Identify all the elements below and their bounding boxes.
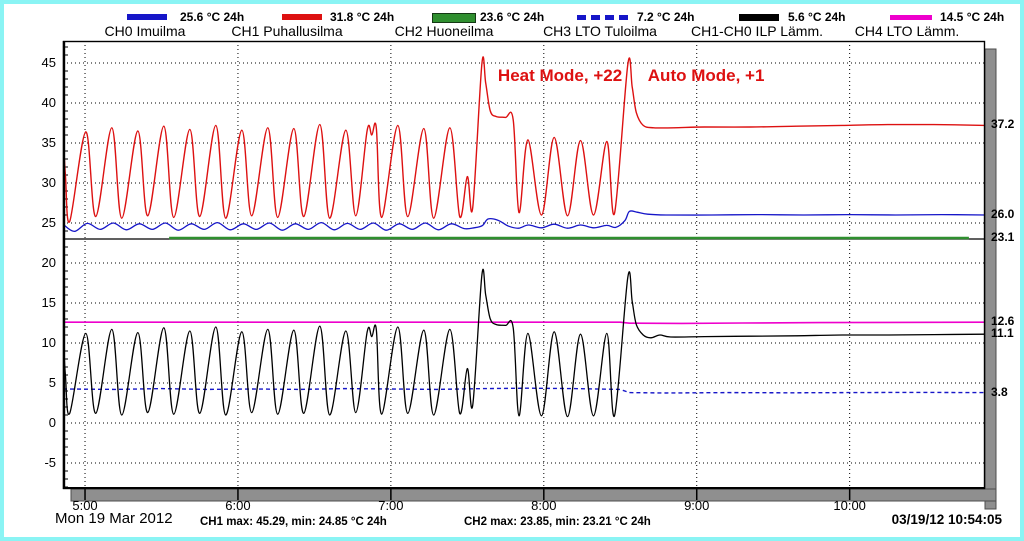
x-tick-label: 10:00 bbox=[833, 498, 866, 513]
ch1-stats-label: CH1 max: 45.29, min: 24.85 °C 24h bbox=[200, 516, 387, 528]
y-tick-label: 20 bbox=[41, 255, 56, 270]
legend-channel-label: CH1-CH0 ILP Lämm. bbox=[690, 23, 824, 39]
y-tick-label: 15 bbox=[41, 295, 56, 310]
x-tick-label: 7:00 bbox=[378, 498, 404, 513]
legend-channel-label: CH1 Puhallusilma bbox=[231, 23, 343, 39]
y-tick-label: -5 bbox=[44, 455, 56, 470]
legend-temp-label: 7.2 °C 24h bbox=[637, 10, 695, 24]
legend-temp-label: 23.6 °C 24h bbox=[480, 10, 545, 24]
legend-temp-label: 5.6 °C 24h bbox=[788, 10, 846, 24]
y-tick-label: 40 bbox=[41, 95, 56, 110]
legend-swatch-line-icon bbox=[739, 13, 779, 21]
clock-label: 03/19/12 10:54:05 bbox=[891, 512, 1002, 527]
legend-channel-label: CH2 Huoneilma bbox=[394, 23, 494, 39]
ch2-stats-label: CH2 max: 23.85, min: 23.21 °C 24h bbox=[464, 516, 651, 528]
legend-swatch-line-icon bbox=[432, 13, 476, 23]
series-ch3-lto-tuloilma-line bbox=[63, 387, 985, 394]
current-value-label: 26.0 bbox=[991, 207, 1015, 221]
current-value-label: 3.8 bbox=[991, 384, 1008, 399]
current-value-label: 23.1 bbox=[991, 230, 1015, 245]
legend-temp-label: 14.5 °C 24h bbox=[940, 10, 1005, 24]
plot-background bbox=[63, 41, 985, 489]
legend-swatch-line-icon bbox=[890, 14, 932, 20]
annotation-auto-mode: Auto Mode, +1 bbox=[648, 66, 765, 85]
y-tick-label: 25 bbox=[41, 215, 56, 230]
y-tick-label: 5 bbox=[48, 375, 56, 390]
annotation-heat-mode: Heat Mode, +22 bbox=[498, 66, 622, 85]
current-value-label: 37.2 bbox=[991, 117, 1015, 132]
current-value-label: 12.6 bbox=[991, 314, 1015, 329]
legend-channel-label: CH3 LTO Tuloilma bbox=[543, 23, 657, 39]
legend-swatch-line-icon bbox=[282, 14, 322, 20]
series-ch1-ch0-ilp-l-mm--line bbox=[63, 268, 985, 418]
legend-swatch-dashed-line-icon bbox=[577, 14, 629, 20]
y-tick-label: 0 bbox=[48, 415, 56, 430]
series-ch0-imuilma-line bbox=[63, 210, 985, 233]
y-tick-label: 10 bbox=[41, 335, 56, 350]
y-tick-label: 35 bbox=[41, 135, 56, 150]
current-value-label: 11.1 bbox=[991, 326, 1014, 341]
legend-channel-label: CH4 LTO Lämm. bbox=[854, 23, 960, 39]
series-ch1-puhallusilma-line bbox=[63, 56, 985, 223]
x-tick-label: 6:00 bbox=[225, 498, 251, 513]
legend-swatch-line-icon bbox=[127, 14, 167, 20]
legend-channel-label: CH0 Imuilma bbox=[104, 23, 186, 39]
legend-temp-label: 31.8 °C 24h bbox=[330, 10, 395, 24]
x-tick-label: 8:00 bbox=[531, 498, 557, 513]
legend-temp-label: 25.6 °C 24h bbox=[180, 10, 245, 24]
date-label: Mon 19 Mar 2012 bbox=[55, 510, 173, 527]
x-tick-label: 5:00 bbox=[72, 498, 98, 513]
series-ch4-lto-l-mm--line bbox=[63, 321, 985, 325]
y-tick-label: 30 bbox=[41, 175, 56, 190]
x-tick-label: 9:00 bbox=[684, 498, 710, 513]
y-tick-label: 45 bbox=[41, 55, 56, 70]
